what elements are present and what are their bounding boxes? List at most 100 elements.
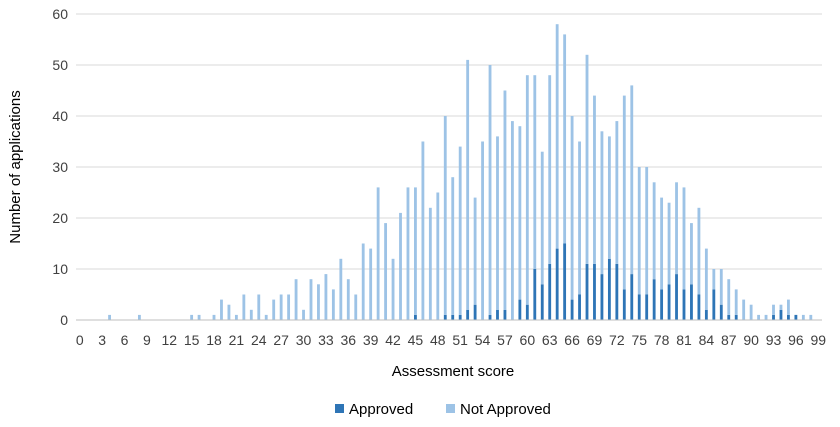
x-tick-label: 96	[788, 332, 804, 348]
y-tick-label: 60	[52, 6, 68, 22]
bar-not-approved	[563, 34, 567, 244]
bar-not-approved	[346, 279, 350, 320]
bar-approved	[600, 274, 604, 320]
bar-not-approved	[578, 141, 581, 295]
x-tick-label: 6	[121, 332, 129, 348]
bar-approved	[622, 289, 626, 320]
bar-not-approved	[645, 167, 649, 295]
bar-not-approved	[533, 75, 537, 269]
bar-not-approved	[772, 304, 775, 315]
bar-not-approved	[197, 314, 201, 320]
bar-approved	[548, 263, 552, 320]
bar-approved	[414, 314, 417, 320]
bar-not-approved	[585, 54, 589, 264]
bar-approved	[704, 309, 708, 320]
bar-not-approved	[712, 269, 716, 290]
bar-approved	[525, 304, 529, 320]
x-tick-label: 30	[296, 332, 312, 348]
bar-approved	[787, 314, 790, 320]
bar-not-approved	[660, 197, 664, 290]
bar-not-approved	[749, 304, 753, 320]
bar-approved	[727, 314, 731, 320]
bar-not-approved	[570, 116, 574, 300]
bar-approved	[458, 314, 462, 320]
bar-approved	[496, 309, 499, 320]
bar-not-approved	[331, 289, 335, 320]
bar-approved	[607, 258, 611, 320]
x-tick-label: 90	[743, 332, 759, 348]
bar-not-approved	[607, 136, 611, 259]
x-tick-label: 66	[564, 332, 580, 348]
y-tick-label: 30	[52, 159, 68, 175]
x-tick-label: 45	[408, 332, 424, 348]
bar-not-approved	[690, 223, 693, 285]
x-tick-label: 78	[654, 332, 670, 348]
bar-not-approved	[652, 182, 656, 280]
bar-not-approved	[704, 248, 708, 310]
y-tick-label: 50	[52, 57, 68, 73]
bar-not-approved	[137, 314, 141, 320]
bar-approved	[682, 289, 686, 320]
x-tick-label: 27	[273, 332, 289, 348]
bar-not-approved	[279, 294, 283, 320]
bar-not-approved	[622, 95, 626, 290]
x-tick-label: 72	[609, 332, 625, 348]
bar-not-approved	[376, 187, 380, 320]
bar-not-approved	[593, 95, 596, 264]
x-tick-label: 63	[542, 332, 558, 348]
x-tick-label: 60	[520, 332, 536, 348]
x-axis-title: Assessment score	[392, 363, 515, 380]
bar-not-approved	[339, 258, 343, 320]
x-tick-label: 3	[98, 332, 106, 348]
bar-not-approved	[294, 279, 298, 320]
bar-approved	[779, 309, 783, 320]
bar-approved	[518, 299, 522, 320]
bar-not-approved	[615, 121, 619, 264]
bar-not-approved	[384, 223, 388, 320]
bar-not-approved	[302, 309, 305, 320]
x-tick-label: 51	[452, 332, 468, 348]
bar-approved	[473, 304, 477, 320]
bars	[108, 24, 813, 320]
x-tick-label: 12	[161, 332, 177, 348]
bar-approved	[637, 294, 641, 320]
bar-approved	[540, 284, 544, 320]
bar-not-approved	[548, 75, 552, 264]
bar-not-approved	[234, 314, 238, 320]
bar-approved	[585, 263, 589, 320]
bar-not-approved	[757, 314, 761, 320]
bar-approved	[555, 248, 559, 320]
bar-not-approved	[801, 314, 805, 320]
legend: Approved Not Approved	[335, 401, 551, 418]
bar-not-approved	[264, 314, 268, 320]
bar-not-approved	[473, 197, 477, 305]
bar-not-approved	[414, 187, 417, 315]
bar-not-approved	[458, 146, 462, 315]
bar-not-approved	[108, 314, 111, 320]
bar-approved	[794, 314, 798, 320]
bar-not-approved	[697, 207, 701, 295]
x-tick-label: 54	[475, 332, 491, 348]
bar-not-approved	[510, 121, 514, 320]
bar-not-approved	[242, 294, 246, 320]
bar-not-approved	[361, 243, 365, 320]
bar-not-approved	[317, 284, 320, 320]
bar-approved	[488, 314, 492, 320]
bar-not-approved	[257, 294, 261, 320]
x-tick-label: 21	[229, 332, 245, 348]
bar-not-approved	[391, 258, 395, 320]
bar-approved	[466, 309, 470, 320]
bar-approved	[667, 284, 671, 320]
bar-not-approved	[540, 151, 544, 285]
bar-approved	[675, 274, 678, 320]
x-tick-label: 81	[676, 332, 692, 348]
x-tick-label: 57	[497, 332, 513, 348]
x-tick-label: 36	[341, 332, 357, 348]
bar-not-approved	[637, 167, 641, 295]
bar-not-approved	[488, 65, 492, 315]
bar-not-approved	[324, 274, 328, 320]
bar-approved	[503, 309, 507, 320]
bar-approved	[533, 269, 537, 320]
